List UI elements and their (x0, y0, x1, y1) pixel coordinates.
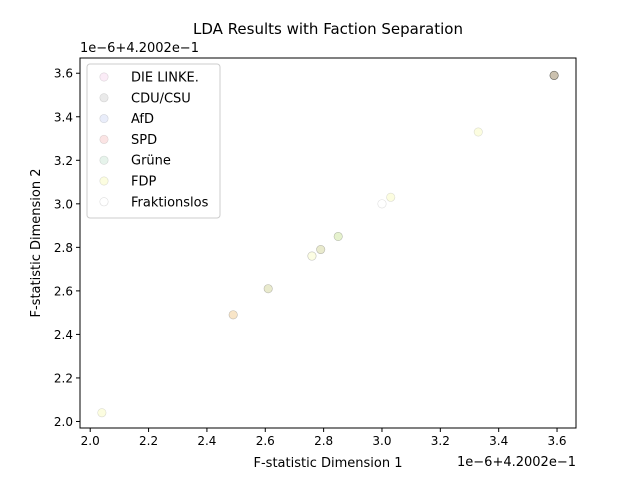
point-fdp (228, 310, 238, 320)
y-tick-label: 2.2 (54, 371, 73, 385)
legend-label-cdu-csu: CDU/CSU (131, 91, 191, 106)
legend-marker-afd (99, 114, 109, 124)
y-tick-label: 3.4 (54, 110, 73, 124)
legend-label-fraktionslos: Fraktionslos (131, 195, 209, 210)
point-afd (549, 70, 559, 80)
point-grune (333, 231, 343, 241)
legend-label-spd: SPD (131, 133, 157, 148)
point-fdp (386, 192, 396, 202)
legend-marker-grune (99, 155, 109, 165)
legend-label-die-linke: DIE LINKE. (131, 71, 199, 86)
x-offset-label: 1e−6+4.2002e−1 (457, 455, 576, 470)
y-tick-label: 2.0 (54, 415, 73, 429)
legend-marker-cdu-csu (99, 93, 109, 103)
x-tick-label: 2.0 (81, 434, 100, 448)
legend-marker-fraktionslos (99, 197, 109, 207)
x-tick-label: 2.6 (256, 434, 275, 448)
y-offset-label: 1e−6+4.2002e−1 (80, 41, 199, 56)
legend-box (86, 63, 221, 219)
point-fdp (473, 127, 483, 137)
y-tick-label: 3.0 (54, 197, 73, 211)
y-axis-label: F-statistic Dimension 2 (29, 169, 44, 318)
point-die-linke (549, 70, 559, 80)
plot-area-frame (79, 57, 577, 429)
point-fraktionslos (377, 199, 387, 209)
legend-marker-die-linke (99, 72, 109, 82)
y-tick-label: 3.2 (54, 154, 73, 168)
legend-label-fdp: FDP (131, 175, 156, 190)
y-tick-label: 2.4 (54, 328, 73, 342)
chart-title: LDA Results with Faction Separation (193, 20, 463, 38)
point-fdp (97, 408, 107, 418)
x-tick-label: 2.4 (197, 434, 216, 448)
point-fraktionslos (307, 251, 317, 261)
x-tick-label: 2.2 (139, 434, 158, 448)
legend-marker-fdp (99, 176, 109, 186)
y-axis-ticks: 2.0 2.2 2.4 2.6 2.8 3.0 3.2 3.4 3.6 (54, 67, 80, 429)
point-cdu-csu (549, 70, 559, 80)
legend-marker-spd (99, 134, 109, 144)
legend-label-grune: Grüne (131, 154, 171, 169)
point-grune (549, 70, 559, 80)
y-tick-label: 2.8 (54, 241, 73, 255)
point-cdu-csu (316, 245, 326, 255)
point-fdp (307, 251, 317, 261)
point-fdp (549, 70, 559, 80)
point-fdp (333, 231, 343, 241)
point-fdp (316, 245, 326, 255)
y-tick-label: 3.6 (54, 67, 73, 81)
y-tick-label: 2.6 (54, 284, 73, 298)
x-tick-label: 2.8 (314, 434, 333, 448)
x-tick-label: 3.4 (489, 434, 508, 448)
x-axis-label: F-statistic Dimension 1 (254, 456, 403, 471)
legend-label-afd: AfD (131, 112, 154, 127)
point-spd (549, 70, 559, 80)
legend: DIE LINKE. CDU/CSU AfD SPD Grüne FDP Fraktions… (86, 63, 221, 219)
x-tick-label: 3.6 (547, 434, 566, 448)
point-fdp (263, 284, 273, 294)
points-layer (97, 70, 559, 418)
point-fraktionslos (549, 70, 559, 80)
x-tick-label: 3.0 (372, 434, 391, 448)
point-spd (228, 310, 238, 320)
point-cdu-csu (263, 284, 273, 294)
x-tick-label: 3.2 (431, 434, 450, 448)
x-axis-ticks: 2.0 2.2 2.4 2.6 2.8 3.0 3.2 3.4 3.6 (81, 428, 567, 448)
